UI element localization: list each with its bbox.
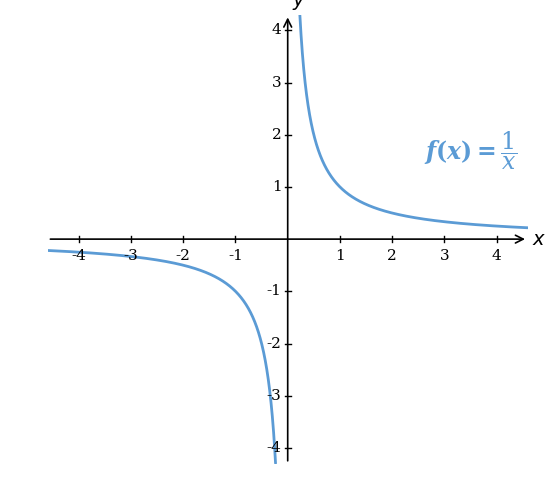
Text: -3: -3 — [267, 389, 282, 403]
Text: $x$: $x$ — [532, 230, 546, 248]
Text: 1: 1 — [272, 180, 282, 194]
Text: -1: -1 — [228, 248, 243, 263]
Text: -4: -4 — [71, 248, 87, 263]
Text: -2: -2 — [266, 337, 282, 350]
Text: 2: 2 — [272, 128, 282, 142]
Text: 1: 1 — [335, 248, 345, 263]
Text: 3: 3 — [439, 248, 449, 263]
Text: $y$: $y$ — [292, 0, 306, 12]
Text: -4: -4 — [266, 441, 282, 455]
Text: 2: 2 — [387, 248, 397, 263]
Text: 4: 4 — [272, 23, 282, 37]
Text: 3: 3 — [272, 76, 282, 89]
Text: -1: -1 — [266, 285, 282, 298]
Text: 4: 4 — [492, 248, 501, 263]
Text: -3: -3 — [124, 248, 139, 263]
Text: $\boldsymbol{f(x) = \dfrac{1}{x}}$: $\boldsymbol{f(x) = \dfrac{1}{x}}$ — [424, 129, 517, 172]
Text: -2: -2 — [176, 248, 191, 263]
